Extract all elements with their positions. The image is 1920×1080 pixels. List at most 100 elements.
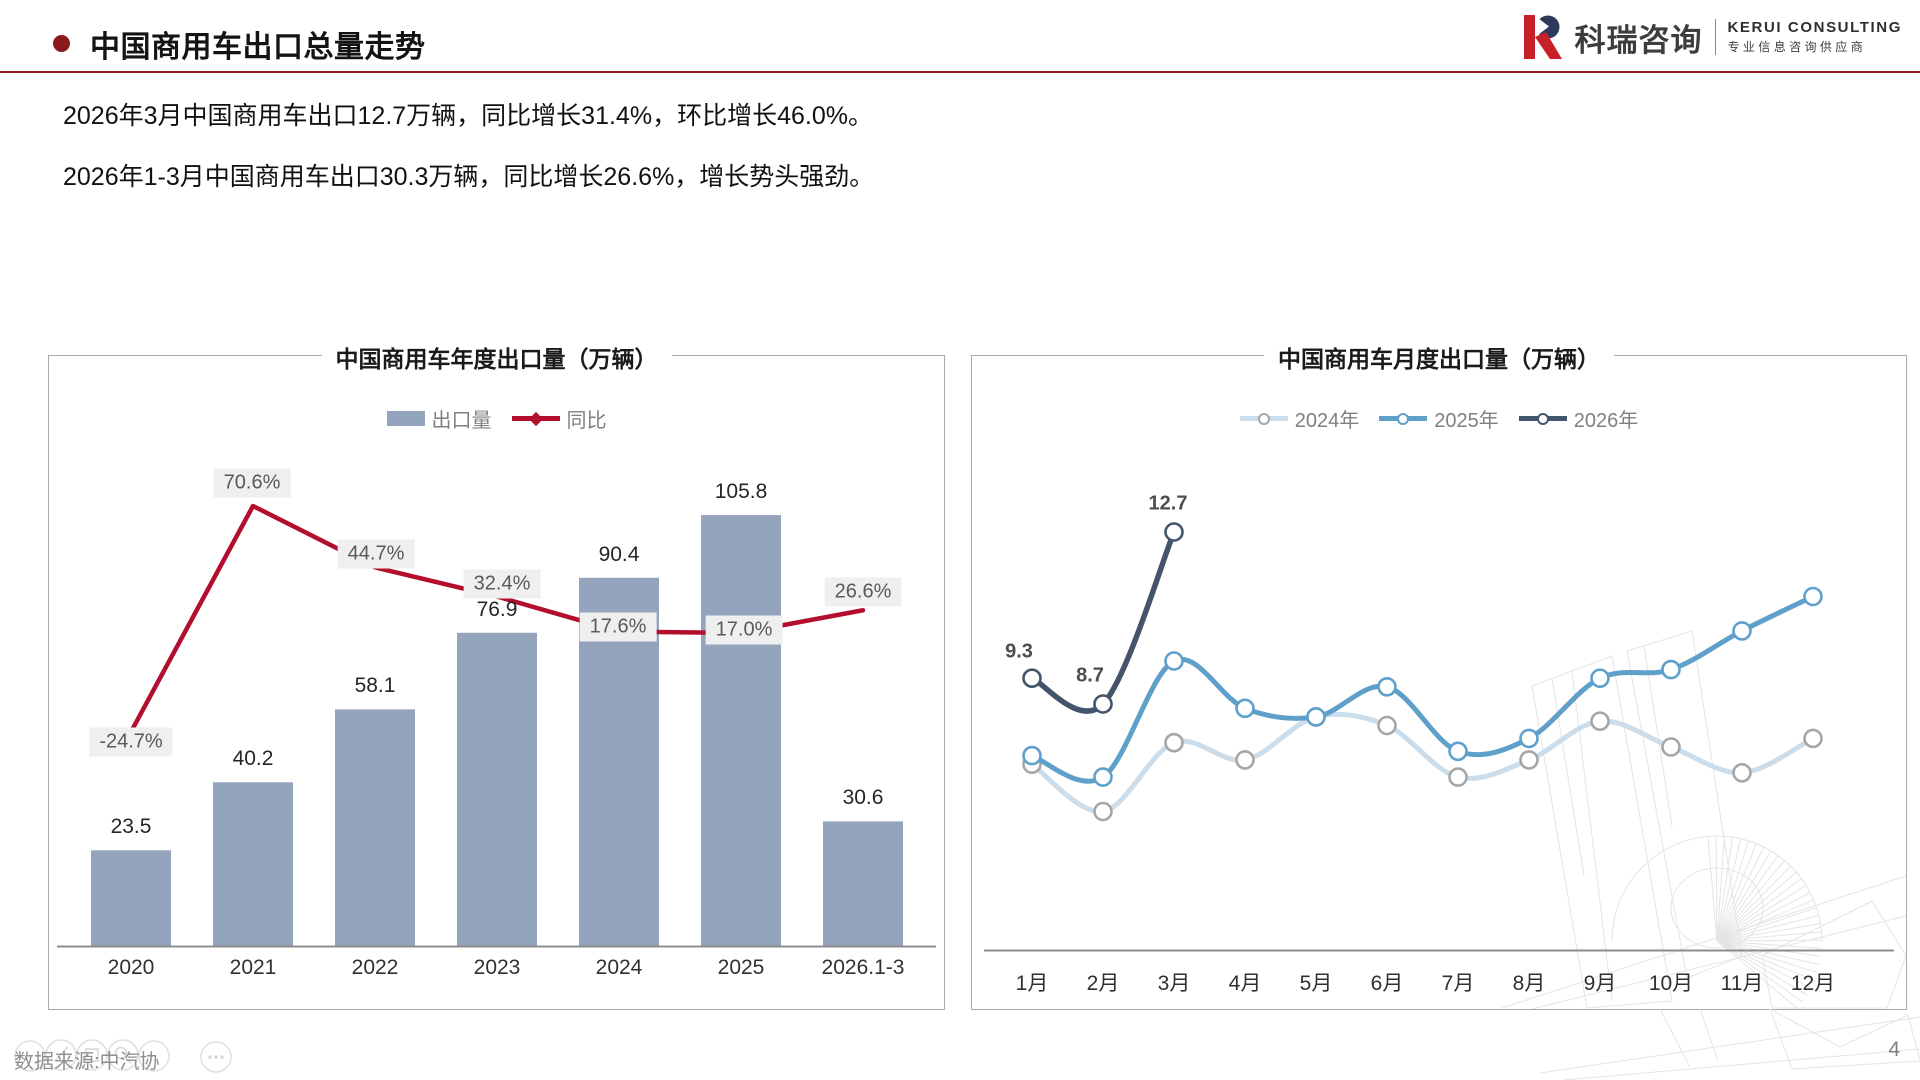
legend-item-2025年: 2025年	[1379, 404, 1499, 433]
axis-label-year: 2021	[229, 956, 277, 979]
axis-label-month: 2月	[1086, 972, 1120, 995]
bar	[335, 709, 415, 946]
data-point-marker	[1519, 750, 1539, 770]
legend-label: 2024年	[1294, 410, 1360, 432]
axis-label-month: 6月	[1370, 972, 1404, 995]
data-point-marker	[1519, 728, 1539, 749]
data-point-marker	[1022, 745, 1042, 766]
page-number: 4	[1888, 1038, 1900, 1061]
legend-item-2026年: 2026年	[1518, 404, 1639, 433]
bar	[457, 632, 537, 946]
axis-label-month: 12月	[1790, 972, 1836, 995]
data-point-marker	[1164, 522, 1184, 542]
axis-label-month: 4月	[1228, 972, 1262, 995]
data-point-marker	[1022, 668, 1042, 689]
pct-label: 32.4%	[463, 569, 541, 598]
title-bullet-icon	[53, 35, 70, 52]
pct-label: 17.6%	[579, 612, 657, 642]
pct-label: 70.6%	[213, 468, 291, 498]
logo-separator	[1714, 19, 1716, 55]
logo-en-block: KERUI CONSULTING 专业信息咨询供应商	[1728, 19, 1903, 55]
data-point-marker	[1164, 732, 1184, 753]
axis-label-month: 3月	[1157, 972, 1191, 995]
series-line-2024年	[1029, 711, 1816, 815]
data-point-marker	[1803, 728, 1823, 749]
pct-label: 44.7%	[337, 539, 415, 569]
legend-item-line: 同比	[511, 404, 607, 433]
axis-label-month: 1月	[1015, 972, 1049, 995]
line-swatch-icon	[1518, 412, 1567, 425]
bar-value-label: 58.1	[354, 674, 396, 698]
pct-label: 26.6%	[824, 577, 902, 607]
bar-swatch-icon	[386, 411, 425, 426]
bar	[91, 850, 171, 946]
logo-company-name: 科瑞咨询	[1574, 22, 1703, 58]
company-logo: 科瑞咨询 KERUI CONSULTING 专业信息咨询供应商	[1519, 13, 1903, 61]
bar-value-label: 23.5	[110, 815, 152, 839]
footer-source: 数据来源:中汽协	[14, 1051, 160, 1073]
logo-mark-icon	[1523, 15, 1562, 59]
data-point-marker	[1093, 767, 1113, 787]
legend-label: 2025年	[1434, 410, 1499, 432]
bar	[213, 782, 293, 946]
data-point-marker	[1732, 621, 1752, 641]
data-point-marker	[1803, 586, 1823, 607]
legend-label: 2026年	[1573, 410, 1639, 432]
legend-item-bar: 出口量	[386, 404, 492, 433]
annual-chart-plot	[57, 503, 936, 948]
axis-label-month: 11月	[1720, 972, 1764, 995]
annual-chart-title: 中国商用车年度出口量（万辆）	[321, 340, 672, 374]
data-point-marker	[1661, 737, 1681, 757]
legend-label: 出口量	[431, 410, 492, 432]
annual-chart-card: 中国商用车年度出口量（万辆） 出口量 同比 23.5 40.2 58.1 76.9 90.…	[48, 340, 945, 1010]
bar	[823, 821, 903, 946]
monthly-chart-card: 中国商用车月度出口量（万辆） 2024年 2025年 2026年 1月 2月 3月 4月 5…	[971, 340, 1907, 1010]
axis-label-year: 2022	[351, 956, 399, 979]
legend-label: 同比	[566, 410, 607, 432]
data-point-marker	[1377, 676, 1397, 697]
point-label: 12.7	[1148, 492, 1188, 515]
bar-value-label: 76.9	[476, 597, 518, 621]
bar-value-label: 30.6	[842, 786, 884, 810]
watermark-art	[1501, 630, 1906, 1009]
data-point-marker	[1661, 659, 1681, 680]
header-divider	[0, 71, 1920, 73]
axis-label-month: 5月	[1299, 972, 1333, 995]
intro-text: 2026年3月中国商用车出口12.7万辆，同比增长31.4%，环比增长46.0%…	[63, 96, 874, 218]
axis-label-month: 8月	[1512, 972, 1546, 995]
line-swatch-icon	[511, 411, 560, 426]
bar-value-label: 105.8	[714, 480, 768, 504]
data-point-marker	[1093, 694, 1113, 714]
monthly-chart-legend: 2024年 2025年 2026年	[972, 404, 1906, 433]
bar-value-label: 90.4	[598, 542, 640, 566]
page-title: 中国商用车出口总量走势	[90, 31, 426, 64]
annual-chart-legend: 出口量 同比	[49, 404, 944, 433]
data-point-marker	[1448, 741, 1468, 762]
line-swatch-icon	[1239, 412, 1288, 425]
data-point-marker	[1590, 711, 1610, 732]
pct-label: 17.0%	[705, 615, 783, 645]
monthly-chart-plot	[984, 522, 1894, 952]
data-point-marker	[1164, 651, 1184, 671]
axis-label-month: 10月	[1648, 972, 1694, 995]
pct-label: -24.7%	[89, 727, 173, 757]
data-point-marker	[1235, 750, 1255, 770]
data-point-marker	[1377, 715, 1397, 736]
axis-label-year: 2023	[473, 956, 521, 979]
data-point-marker	[1235, 698, 1255, 719]
axis-label-year: 2025	[717, 956, 765, 979]
data-point-marker	[1732, 762, 1752, 783]
logo-tagline: 专业信息咨询供应商	[1727, 39, 1867, 54]
data-point-marker	[1306, 707, 1326, 727]
axis-label-year: 2020	[107, 956, 155, 979]
axis-label-month: 9月	[1583, 972, 1617, 995]
intro-line-2: 2026年1-3月中国商用车出口30.3万辆，同比增长26.6%，增长势头强劲。	[63, 163, 875, 191]
axis-label-year: 2026.1-3	[821, 956, 905, 979]
monthly-chart-title: 中国商用车月度出口量（万辆）	[1264, 340, 1614, 374]
legend-item-2024年: 2024年	[1239, 404, 1360, 433]
watermark-art-lower	[1540, 1009, 1920, 1080]
axis-label-year: 2024	[595, 956, 643, 979]
intro-line-1: 2026年3月中国商用车出口12.7万辆，同比增长31.4%，环比增长46.0%…	[63, 102, 873, 130]
axis-label-month: 7月	[1441, 972, 1475, 995]
